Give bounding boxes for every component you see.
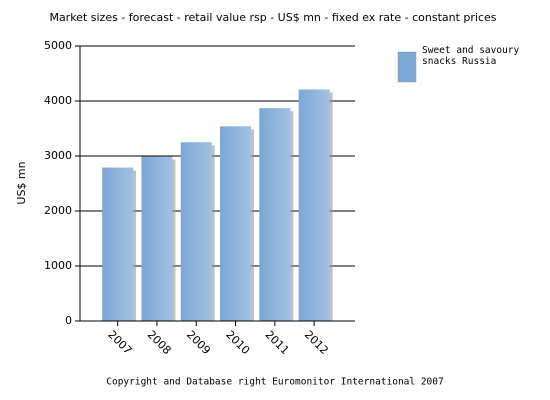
bar-shine: [180, 142, 212, 321]
x-tick-label: 2008: [145, 328, 174, 357]
legend-label: Sweet and savoury snacks Russia: [422, 45, 520, 67]
y-tick-label: 0: [65, 314, 72, 327]
y-tick-label: 1000: [44, 259, 72, 272]
bar-shine: [220, 126, 252, 321]
x-tick-label: 2012: [302, 328, 331, 357]
y-tick-label: 2000: [44, 204, 72, 217]
bar-shine: [259, 108, 291, 322]
bar-shine: [141, 156, 173, 321]
legend-swatch: [397, 51, 417, 83]
x-tick-label: 2007: [105, 328, 134, 357]
y-tick-label: 5000: [44, 39, 72, 52]
bar-shine: [102, 167, 134, 321]
x-tick-label: 2010: [223, 328, 252, 357]
x-tick-label: 2011: [263, 328, 292, 357]
y-tick-label: 4000: [44, 94, 72, 107]
footer: Copyright and Database right Euromonitor…: [106, 377, 443, 388]
chart-title: Market sizes - forecast - retail value r…: [49, 11, 496, 24]
bar-shine: [298, 89, 330, 321]
y-axis-label: US$ mn: [15, 161, 28, 204]
y-tick-label: 3000: [44, 149, 72, 162]
x-tick-label: 2009: [184, 328, 213, 357]
